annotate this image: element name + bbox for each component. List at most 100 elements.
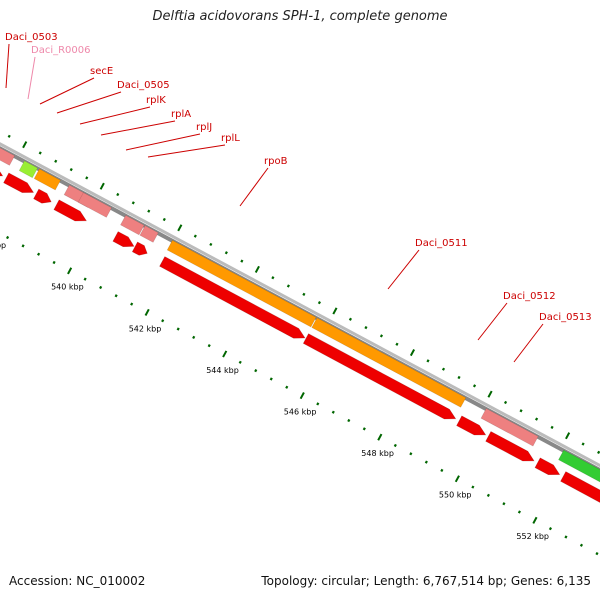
minor-tick xyxy=(393,443,397,448)
gene-block-sece[interactable] xyxy=(33,168,61,191)
gene-block-rplk[interactable] xyxy=(77,192,113,218)
map-title: Delftia acidovorans SPH-1, complete geno… xyxy=(152,9,448,24)
minor-tick xyxy=(548,527,553,531)
gene-block-rpob[interactable] xyxy=(166,239,317,328)
minor-tick xyxy=(316,402,320,406)
leader-line-daci-0511 xyxy=(387,249,420,290)
tick-layer xyxy=(5,134,600,556)
tick-label: 546 kbp xyxy=(284,407,317,416)
leader-line-rpll xyxy=(147,144,226,158)
cds-arrow[interactable] xyxy=(302,333,457,420)
minor-tick xyxy=(21,244,25,248)
minor-tick xyxy=(564,535,568,539)
gene-label-rplj[interactable]: rplJ xyxy=(196,122,212,133)
leader-line-daci-0503 xyxy=(5,43,10,89)
minor-tick xyxy=(597,450,600,454)
minor-tick xyxy=(471,485,475,489)
cds-arrow[interactable] xyxy=(112,231,135,248)
minor-tick xyxy=(85,176,89,180)
tick-label: 540 kbp xyxy=(51,283,84,292)
minor-tick xyxy=(426,359,430,363)
gene-label-daci-0512[interactable]: Daci_0512 xyxy=(503,291,556,302)
minor-tick xyxy=(209,242,213,247)
leader-line-rplk xyxy=(79,106,151,125)
cds-arrow[interactable] xyxy=(0,154,4,177)
major-tick xyxy=(99,182,105,190)
minor-tick xyxy=(238,360,242,364)
gene-label-daci-0511[interactable]: Daci_0511 xyxy=(415,238,468,249)
minor-tick xyxy=(130,302,134,306)
gene-block-rpla[interactable] xyxy=(120,214,145,236)
gene-label-rpob[interactable]: rpoB xyxy=(264,156,288,167)
gene-label-rplk[interactable]: rplK xyxy=(146,95,166,106)
gene-label-sece[interactable]: secE xyxy=(90,66,113,77)
gene-label-daci-0513[interactable]: Daci_0513 xyxy=(539,312,592,323)
minor-tick xyxy=(317,301,321,305)
minor-tick xyxy=(147,209,151,213)
cds-arrow[interactable] xyxy=(560,471,600,509)
minor-tick xyxy=(409,452,413,456)
gene-label-daci-0503[interactable]: Daci_0503 xyxy=(5,32,58,43)
gene-block-daci-0513[interactable] xyxy=(558,449,600,497)
minor-tick xyxy=(83,277,87,281)
cds-arrow[interactable] xyxy=(159,256,306,339)
gene-block-daci-r0006[interactable] xyxy=(18,160,39,179)
minor-tick xyxy=(364,325,368,330)
minor-tick xyxy=(424,460,428,464)
major-tick xyxy=(299,392,305,400)
leader-line-rplj xyxy=(125,133,201,151)
minor-tick xyxy=(176,327,180,331)
cds-arrow[interactable] xyxy=(53,199,87,222)
minor-tick xyxy=(286,284,290,288)
gene-block-daci-0503[interactable] xyxy=(0,138,16,166)
minor-tick xyxy=(519,409,523,413)
minor-tick xyxy=(5,235,10,240)
gene-label-daci-0505[interactable]: Daci_0505 xyxy=(117,80,170,91)
major-tick xyxy=(332,307,338,315)
minor-tick xyxy=(161,319,165,323)
minor-tick xyxy=(240,259,244,263)
minor-tick xyxy=(595,551,599,556)
minor-tick xyxy=(503,400,508,405)
tick-label: 552 kbp xyxy=(516,532,549,541)
minor-tick xyxy=(114,294,118,298)
minor-tick xyxy=(440,468,444,473)
minor-tick xyxy=(502,502,506,506)
minor-tick xyxy=(579,543,584,547)
major-tick xyxy=(532,516,538,524)
minor-tick xyxy=(395,342,399,346)
minor-tick xyxy=(285,385,289,389)
feature-layer xyxy=(0,138,600,509)
gene-block-daci-0511[interactable] xyxy=(311,317,467,408)
cds-arrow[interactable] xyxy=(3,172,35,193)
accession-text: Accession: NC_010002 xyxy=(9,574,146,588)
tick-label: 538 kbp xyxy=(0,241,6,250)
major-tick xyxy=(254,265,260,273)
leader-line-daci-0505 xyxy=(56,91,122,114)
minor-tick xyxy=(69,167,73,172)
minor-tick xyxy=(7,134,11,138)
tick-label: 542 kbp xyxy=(129,324,162,333)
gene-label-rpla[interactable]: rplA xyxy=(171,109,191,120)
major-tick xyxy=(454,475,460,483)
minor-tick xyxy=(472,384,477,388)
minor-tick xyxy=(192,335,196,339)
minor-tick xyxy=(54,159,58,163)
cds-arrow[interactable] xyxy=(485,431,535,462)
gene-label-daci-r0006[interactable]: Daci_R0006 xyxy=(31,45,91,56)
cds-arrow[interactable] xyxy=(131,241,148,256)
major-tick xyxy=(177,224,183,232)
minor-tick xyxy=(269,377,273,381)
gene-label-rpll[interactable]: rplL xyxy=(221,133,240,144)
minor-tick xyxy=(116,192,120,197)
tick-label: 550 kbp xyxy=(439,491,472,500)
cds-arrow[interactable] xyxy=(33,188,52,204)
gene-block-rplj[interactable] xyxy=(139,225,159,243)
gene-block-daci-0512[interactable] xyxy=(480,408,539,447)
cds-arrow[interactable] xyxy=(534,457,561,476)
genome-summary-text: Topology: circular; Length: 6,767,514 bp… xyxy=(261,574,591,588)
minor-tick xyxy=(379,334,384,338)
cds-arrow[interactable] xyxy=(456,415,487,436)
minor-tick xyxy=(302,292,306,296)
